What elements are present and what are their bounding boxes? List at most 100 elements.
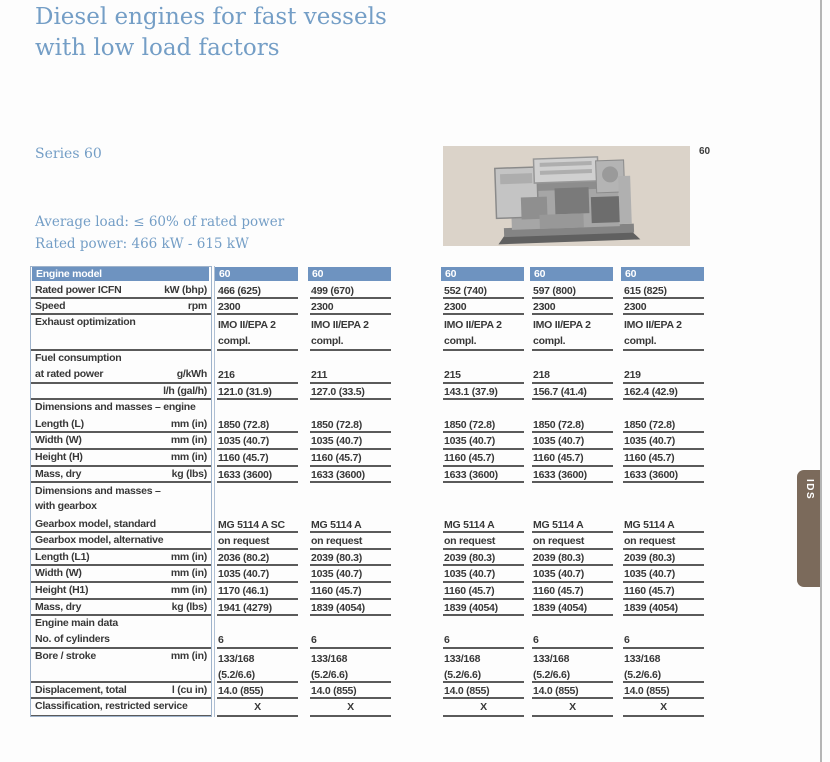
table-row: Width (W) mm (in) 1035 (40.7) 1035 (40.7) 10… — [30, 566, 713, 583]
table-row: Bore / stroke mm (in) 133/168 (5.2/6.6) 133/… — [30, 649, 713, 683]
text-line: compl. — [624, 335, 657, 347]
spec-cell: 1633 (3600) — [532, 467, 613, 483]
table-header-row: Engine model 60 60 60 60 60 — [30, 266, 713, 283]
row-label-cell: Exhaust optimization — [31, 315, 211, 351]
row-label: Bore / stroke — [35, 650, 96, 662]
table-row: Mass, dry kg (lbs) 1941 (4279) 1839 (4054) 1… — [30, 600, 713, 616]
row-unit: mm (in) — [170, 418, 207, 430]
spec-cell: MG 5114 A SC — [217, 517, 298, 533]
text-line: 133/168 — [533, 653, 570, 665]
spec-cell: MG 5114 A — [532, 517, 613, 533]
spec-cell: X — [217, 699, 298, 717]
spec-cell: 14.0 (855) — [532, 683, 613, 699]
row-label: Exhaust optimization — [35, 316, 136, 328]
row-label: Dimensions and masses – with gearbox — [35, 484, 161, 514]
spec-cell: 6 — [310, 632, 391, 649]
table-row: l/h (gal/h) 121.0 (31.9) 127.0 (33.5) 143.1… — [30, 384, 713, 400]
spec-cell: 1035 (40.7) — [217, 566, 298, 583]
row-label: Gearbox model, standard — [35, 518, 156, 530]
spec-cell: 615 (825) — [623, 283, 704, 299]
spec-cell: 1035 (40.7) — [310, 433, 391, 450]
section-row: Dimensions and masses – engine — [30, 400, 713, 417]
spec-cell: 1035 (40.7) — [443, 433, 524, 450]
page-edge-line — [820, 0, 822, 762]
text-line: (5.2/6.6) — [533, 669, 570, 681]
text-line: Dimensions and masses – — [35, 485, 161, 497]
spec-cell: 1160 (45.7) — [443, 450, 524, 467]
row-label: Height (H) — [35, 451, 83, 463]
spec-cell: 2039 (80.3) — [443, 550, 524, 566]
text-line: 133/168 — [624, 653, 661, 665]
spec-cell: 121.0 (31.9) — [217, 384, 298, 400]
spec-cell: 466 (625) — [217, 283, 298, 299]
spec-cell: X — [310, 699, 391, 717]
spec-cell: 133/168 (5.2/6.6) — [217, 649, 298, 683]
text-line: (5.2/6.6) — [311, 669, 348, 681]
spec-cell: 1160 (45.7) — [217, 450, 298, 467]
row-unit: kW (bhp) — [164, 284, 207, 296]
spec-cell: 2036 (80.2) — [217, 550, 298, 566]
spec-cell: 215 — [443, 367, 524, 384]
table-row: at rated power g/kWh 216 211 215 218 219 — [30, 367, 713, 384]
text-line: IMO II/EPA 2 — [624, 319, 682, 331]
table-row: Mass, dry kg (lbs) 1633 (3600) 1633 (3600) 1… — [30, 467, 713, 483]
row-label-cell: Height (H1) mm (in) — [31, 583, 211, 600]
row-unit: l/h (gal/h) — [163, 385, 207, 397]
row-label: Fuel consumption — [35, 352, 122, 364]
average-load-text: Average load: ≤ 60% of rated power — [35, 214, 285, 230]
spec-cell: 499 (670) — [310, 283, 391, 299]
row-unit: l (cu in) — [171, 684, 207, 696]
row-label-cell: Mass, dry kg (lbs) — [31, 600, 211, 616]
row-label: Length (L1) — [35, 551, 90, 563]
row-label: at rated power — [35, 368, 104, 380]
table-row: Width (W) mm (in) 1035 (40.7) 1035 (40.7) 10… — [30, 433, 713, 450]
row-label: Dimensions and masses – engine — [35, 401, 196, 413]
spec-cell: 1035 (40.7) — [623, 433, 704, 450]
row-unit: mm (in) — [170, 451, 207, 463]
section-row: Dimensions and masses – with gearbox — [30, 483, 713, 517]
row-unit: kg (lbs) — [171, 601, 208, 613]
table-row: Rated power ICFN kW (bhp) 466 (625) 499 (67… — [30, 283, 713, 299]
page-title-line1: Diesel engines for fast vessels — [35, 4, 387, 30]
row-label-cell: Rated power ICFN kW (bhp) — [31, 283, 211, 299]
column-header: 60 — [621, 267, 704, 281]
row-label-cell: Engine main data — [31, 616, 211, 632]
spec-cell: 2300 — [310, 299, 391, 315]
text-line: IMO II/EPA 2 — [533, 319, 591, 331]
page-title: Diesel engines for fast vessels with low… — [35, 2, 387, 64]
section-row: Engine main data — [30, 616, 713, 632]
table-row: No. of cylinders 6 6 6 6 6 — [30, 632, 713, 649]
row-label-cell: Dimensions and masses – engine — [31, 400, 211, 417]
spec-cell: 143.1 (37.9) — [443, 384, 524, 400]
spec-cell: 1160 (45.7) — [443, 583, 524, 600]
text-line: IMO II/EPA 2 — [311, 319, 369, 331]
spec-cell: X — [532, 699, 613, 717]
spec-cell: 552 (740) — [443, 283, 524, 299]
text-line: 133/168 — [218, 653, 255, 665]
row-label-cell: Bore / stroke mm (in) — [31, 649, 211, 683]
spec-cell: on request — [532, 533, 613, 550]
text-line: IMO II/EPA 2 — [444, 319, 502, 331]
row-label-cell: Classification, restricted service — [31, 699, 211, 717]
row-unit: mm (in) — [170, 434, 207, 446]
spec-cell: 133/168 (5.2/6.6) — [310, 649, 391, 683]
table-row: Exhaust optimization IMO II/EPA 2 compl. IM… — [30, 315, 713, 351]
spec-cell: 1035 (40.7) — [310, 566, 391, 583]
spec-cell: 14.0 (855) — [443, 683, 524, 699]
spec-cell: 1160 (45.7) — [310, 450, 391, 467]
spec-cell: 1850 (72.8) — [623, 417, 704, 433]
text-line: 133/168 — [444, 653, 481, 665]
row-label: Length (L) — [35, 418, 84, 430]
spec-cell: 14.0 (855) — [310, 683, 391, 699]
row-label: Width (W) — [35, 567, 82, 579]
spec-cell: 219 — [623, 367, 704, 384]
spec-cell: IMO II/EPA 2 compl. — [310, 315, 391, 351]
spec-cell: IMO II/EPA 2 compl. — [623, 315, 704, 351]
spec-cell: 2300 — [532, 299, 613, 315]
row-label: Width (W) — [35, 434, 82, 446]
spec-cell: 216 — [217, 367, 298, 384]
text-line: compl. — [218, 335, 251, 347]
row-label-cell: Gearbox model, standard — [31, 517, 211, 533]
spec-cell: 1160 (45.7) — [310, 583, 391, 600]
